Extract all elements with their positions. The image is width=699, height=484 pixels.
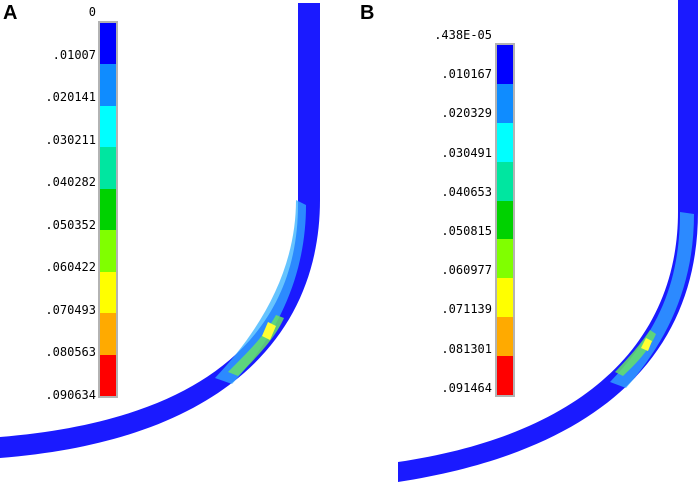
legend-color-segment	[497, 200, 513, 240]
legend-color-bar	[98, 21, 118, 398]
pipe-bend-geometry	[0, 3, 320, 458]
legend-color-segment	[100, 271, 116, 314]
legend-color-segment	[497, 239, 513, 279]
strain-peak	[641, 338, 652, 351]
legend-color-segment	[100, 147, 116, 189]
legend-color-segment	[497, 161, 513, 201]
legend-color-segment	[100, 64, 116, 106]
legend-color-segment	[497, 356, 513, 396]
legend-color-segment	[497, 278, 513, 318]
legend-tick-label: .060422	[45, 260, 96, 274]
legend-color-segment	[100, 23, 116, 65]
legend-color-segment	[100, 188, 116, 231]
strain-zone	[610, 212, 694, 388]
legend-tick-label: .071139	[441, 302, 492, 317]
legend-tick-label: 0	[88, 5, 96, 19]
legend-tick-label: .040282	[45, 175, 96, 189]
legend-color-segment	[497, 122, 513, 162]
legend-tick-label: .020329	[441, 106, 492, 121]
legend-tick-label: .030491	[441, 145, 492, 160]
legend-color-segment	[100, 230, 116, 272]
legend-color-segment	[100, 313, 116, 355]
legend-tick-label: .01007	[52, 47, 96, 62]
legend-tick-label: .438E-05	[434, 28, 492, 42]
legend-tick-label: .020141	[45, 90, 96, 104]
legend-tick-label: .050815	[441, 224, 492, 238]
panel-a: A 0 .01007 .020141 .030211 .040282 .050352 .06…	[0, 0, 349, 484]
legend-color-segment	[497, 317, 513, 357]
legend-tick-label: .091464	[441, 380, 492, 395]
legend-color-segment	[497, 83, 513, 123]
legend-tick-label: .010167	[441, 67, 492, 82]
legend-color-segment	[100, 105, 116, 148]
legend-tick-label: .081301	[441, 341, 492, 356]
legend-tick-label: .080563	[45, 345, 96, 359]
legend-tick-label: .060977	[441, 263, 492, 278]
pipe-wall	[398, 0, 698, 482]
panel-label: A	[3, 2, 18, 24]
legend-tick-label: .040653	[441, 184, 492, 199]
legend-tick-label: .070493	[45, 302, 96, 317]
strain-hotspot	[228, 315, 284, 376]
strain-peak	[262, 322, 276, 340]
pipe-bend-geometry	[398, 0, 698, 482]
legend-color-segment	[100, 354, 116, 396]
legend-color-segment	[497, 45, 513, 84]
panel-label: B	[360, 2, 375, 24]
legend-tick-label: .030211	[45, 132, 96, 147]
legend-tick-label: .090634	[45, 387, 96, 402]
panel-b: B .438E-05 .010167 .020329 .030491 .040653 .0…	[350, 0, 699, 484]
legend-tick-label: .050352	[45, 217, 96, 232]
legend-color-bar	[495, 43, 515, 397]
